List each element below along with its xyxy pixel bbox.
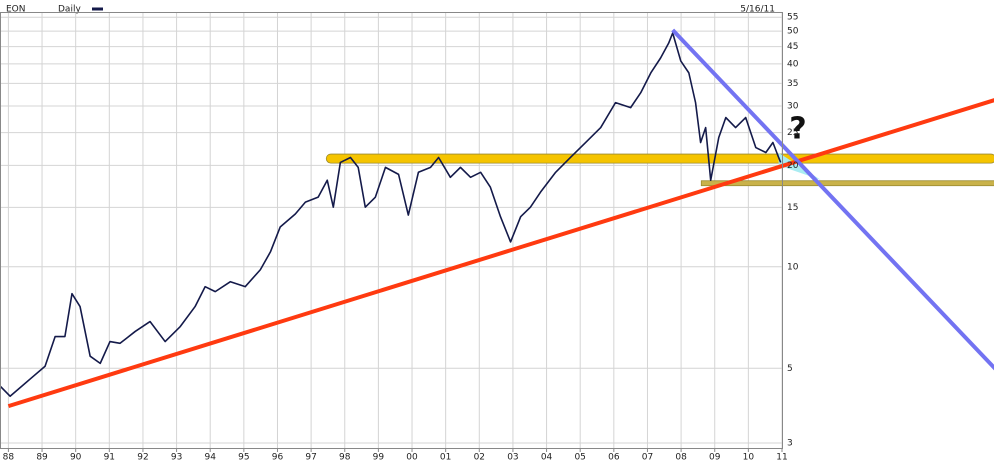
x-tick-label: 03 xyxy=(507,453,518,463)
y-tick-label: 25 xyxy=(787,128,798,138)
y-tick-label: 15 xyxy=(787,203,798,213)
x-tick-label: 88 xyxy=(3,453,15,463)
x-tick-label: 92 xyxy=(137,453,148,463)
x-tick-label: 05 xyxy=(574,453,585,463)
x-tick-label: 91 xyxy=(104,453,115,463)
y-tick-label: 10 xyxy=(787,262,799,272)
x-tick-label: 00 xyxy=(406,453,418,463)
x-tick-label: 04 xyxy=(541,453,553,463)
x-tick-label: 99 xyxy=(373,453,385,463)
trendline xyxy=(671,28,994,371)
x-tick-label: 93 xyxy=(171,453,182,463)
x-tick-label: 96 xyxy=(272,453,284,463)
chart-date: 5/16/11 xyxy=(740,5,775,15)
chart-title: EON xyxy=(6,5,26,15)
x-tick-label: 11 xyxy=(776,453,787,463)
y-tick-label: 5 xyxy=(787,364,793,374)
shade xyxy=(778,152,821,180)
grid xyxy=(0,12,783,448)
marks xyxy=(0,28,994,409)
x-tick-label: 94 xyxy=(204,453,216,463)
price-line xyxy=(0,32,782,398)
x-tick-label: 09 xyxy=(709,453,721,463)
y-tick-label: 20 xyxy=(787,161,799,171)
x-tick-label: 90 xyxy=(70,453,82,463)
y-tick-label: 30 xyxy=(787,101,799,111)
y-tick-label: 45 xyxy=(787,42,798,52)
annotation: ? xyxy=(789,112,806,147)
x-tick-label: 01 xyxy=(440,453,451,463)
legend-label: Daily xyxy=(58,5,81,15)
x-tick-label: 95 xyxy=(238,453,249,463)
trendline xyxy=(7,98,994,409)
x-tick-label: 89 xyxy=(36,453,48,463)
x-tick-label: 10 xyxy=(743,453,755,463)
y-tick-label: 3 xyxy=(787,439,793,449)
y-tick-label: 55 xyxy=(787,13,798,23)
x-tick-label: 98 xyxy=(339,453,351,463)
band xyxy=(325,153,994,164)
x-tick-label: 08 xyxy=(675,453,687,463)
band xyxy=(700,180,994,187)
x-tick-label: 07 xyxy=(642,453,653,463)
y-tick-label: 50 xyxy=(787,27,799,37)
y-tick-label: 40 xyxy=(787,59,799,69)
x-tick-label: 97 xyxy=(305,453,316,463)
plot-frame xyxy=(0,12,783,449)
x-tick-label: 02 xyxy=(474,453,485,463)
x-tick-label: 06 xyxy=(608,453,620,463)
y-tick-label: 35 xyxy=(787,79,798,89)
